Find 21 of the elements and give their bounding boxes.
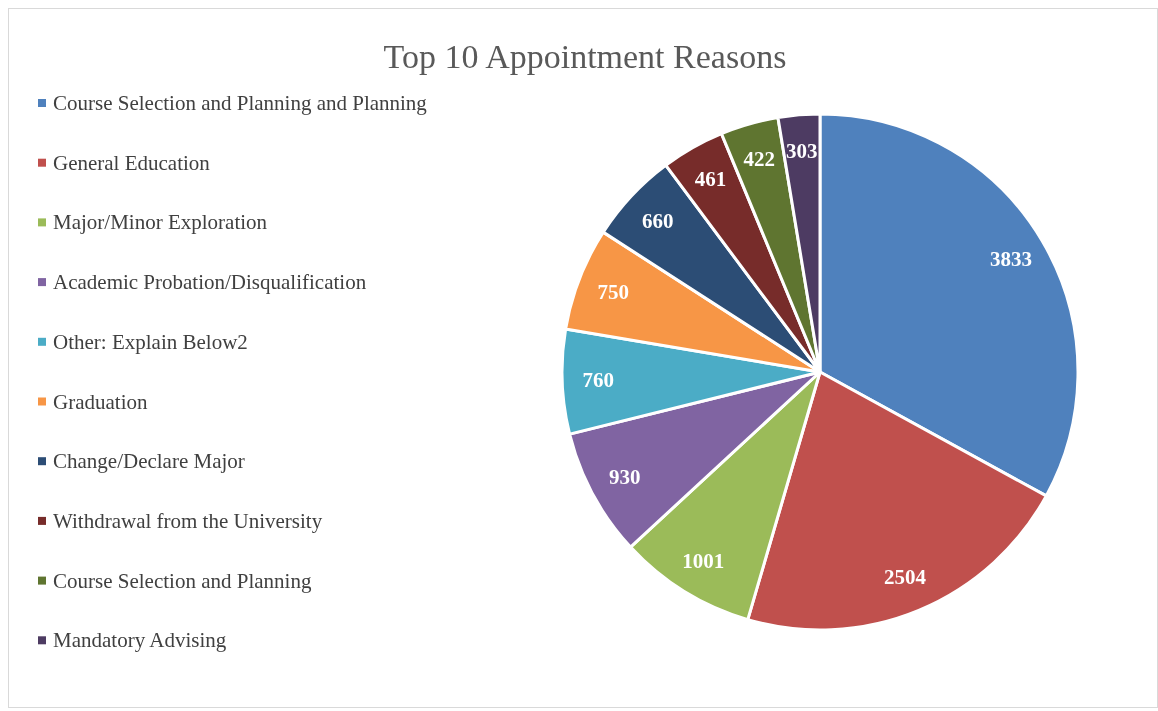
- legend-label: General Education: [53, 150, 211, 175]
- data-label: 2504: [883, 564, 927, 589]
- legend-label: Major/Minor Exploration: [53, 210, 268, 235]
- legend-label: Change/Declare Major: [53, 449, 245, 474]
- data-label: 930: [608, 465, 641, 490]
- legend-label: Course Selection and Planning and Planning: [53, 91, 428, 115]
- data-label: 3833: [989, 246, 1032, 271]
- chart-title: Top 10 Appointment Reasons: [383, 37, 787, 75]
- legend-label: Mandatory Advising: [53, 628, 227, 653]
- data-label: 303: [786, 138, 818, 163]
- legend-label: Course Selection and Planning: [53, 568, 312, 593]
- data-label: 750: [597, 279, 629, 304]
- data-label: 760: [582, 368, 615, 393]
- data-label: 422: [743, 146, 775, 171]
- legend-label: Withdrawal from the University: [53, 508, 323, 533]
- data-label: 461: [694, 167, 727, 192]
- legend-label: Other: Explain Below2: [53, 329, 248, 354]
- data-label: 660: [642, 208, 674, 233]
- legend-label: Academic Probation/Disqualification: [53, 270, 367, 295]
- data-label: 1001: [682, 548, 725, 573]
- legend-label: Graduation: [53, 389, 148, 414]
